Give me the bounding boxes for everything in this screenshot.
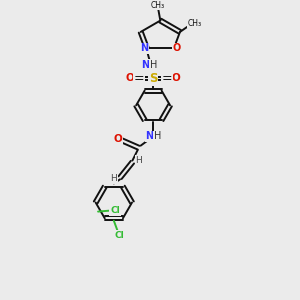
Text: Cl: Cl xyxy=(115,231,124,240)
Text: O: O xyxy=(114,134,122,144)
Text: N: N xyxy=(145,131,153,141)
Text: Cl: Cl xyxy=(110,206,120,215)
Text: H: H xyxy=(135,156,142,165)
Text: CH₃: CH₃ xyxy=(151,1,165,10)
Text: CH₃: CH₃ xyxy=(188,19,202,28)
Text: H: H xyxy=(110,174,117,183)
Text: N: N xyxy=(141,60,149,70)
Text: S: S xyxy=(149,72,158,85)
Text: =: = xyxy=(134,72,144,85)
Text: =: = xyxy=(162,72,172,85)
Text: O: O xyxy=(126,74,135,83)
Text: N: N xyxy=(140,44,148,53)
Text: H: H xyxy=(150,60,158,70)
Text: O: O xyxy=(172,74,180,83)
Text: H: H xyxy=(154,131,161,141)
Text: O: O xyxy=(173,44,181,53)
